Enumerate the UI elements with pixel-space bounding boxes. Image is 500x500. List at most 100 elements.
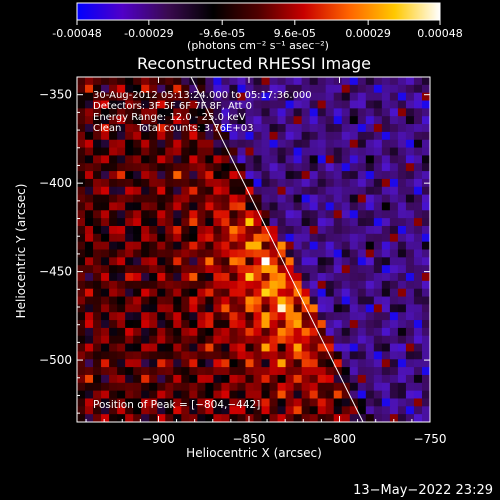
heatmap-cell	[405, 147, 415, 157]
heatmap-cell	[381, 273, 391, 282]
heatmap-cell	[293, 414, 303, 422]
heatmap-cell	[421, 398, 430, 407]
heatmap-cell	[181, 335, 190, 345]
heatmap-cell	[373, 155, 383, 164]
heatmap-cell	[205, 327, 214, 337]
heatmap-cell	[93, 131, 102, 141]
heatmap-cell	[389, 186, 399, 196]
heatmap-cell	[309, 108, 319, 117]
heatmap-cell	[77, 280, 86, 290]
heatmap-cell	[293, 367, 303, 376]
heatmap-cell	[205, 131, 214, 141]
heatmap-cell	[413, 320, 423, 329]
heatmap-cell	[93, 218, 102, 227]
heatmap-cell	[405, 77, 415, 86]
heatmap-cell	[389, 406, 399, 415]
heatmap-cell	[365, 131, 375, 141]
heatmap-cell	[77, 218, 86, 227]
heatmap-cell	[125, 390, 134, 400]
heatmap-cell	[333, 202, 343, 211]
heatmap-cell	[293, 92, 303, 102]
heatmap-cell	[109, 116, 118, 125]
heatmap-cell	[381, 210, 391, 219]
heatmap-cell	[149, 218, 158, 227]
heatmap-cell	[229, 304, 239, 313]
heatmap-cell	[117, 163, 126, 172]
heatmap-cell	[357, 280, 367, 290]
heatmap-cell	[413, 273, 423, 282]
heatmap-cell	[101, 280, 110, 290]
heatmap-cell	[293, 194, 303, 204]
heatmap-cell	[389, 257, 399, 266]
heatmap-cell	[357, 390, 367, 400]
heatmap-cell	[197, 116, 206, 125]
heatmap-cell	[141, 194, 150, 204]
heatmap-cell	[101, 124, 110, 133]
heatmap-cell	[397, 77, 407, 86]
heatmap-cell	[421, 367, 430, 376]
heatmap-cell	[309, 202, 319, 211]
heatmap-cell	[277, 233, 287, 243]
heatmap-cell	[173, 343, 182, 353]
heatmap-cell	[301, 92, 311, 102]
heatmap-cell	[125, 241, 134, 251]
heatmap-cell	[389, 359, 399, 368]
heatmap-cell	[237, 265, 247, 274]
heatmap-cell	[325, 390, 335, 400]
heatmap-cell	[205, 406, 214, 415]
heatmap-cell	[349, 280, 359, 290]
heatmap-cell	[173, 139, 182, 149]
heatmap-cell	[109, 414, 118, 422]
heatmap-cell	[285, 178, 295, 188]
heatmap-cell	[77, 241, 86, 251]
heatmap-cell	[173, 100, 182, 109]
heatmap-cell	[421, 343, 430, 353]
heatmap-cell	[317, 178, 327, 188]
heatmap-cell	[109, 84, 118, 94]
heatmap-cell	[125, 131, 134, 141]
heatmap-cell	[309, 178, 319, 188]
heatmap-cell	[101, 320, 110, 329]
heatmap-cell	[77, 312, 86, 321]
heatmap-cell	[301, 398, 311, 407]
heatmap-cell	[405, 249, 415, 258]
heatmap-cell	[317, 296, 327, 305]
heatmap-cell	[317, 249, 327, 258]
heatmap-cell	[85, 406, 94, 415]
heatmap-cell	[301, 202, 311, 211]
heatmap-cell	[253, 241, 263, 251]
heatmap-cell	[125, 374, 134, 384]
heatmap-cell	[133, 124, 142, 133]
heatmap-cell	[213, 398, 223, 407]
heatmap-cell	[101, 202, 110, 211]
heatmap-cell	[309, 367, 319, 376]
heatmap-cell	[245, 249, 255, 258]
heatmap-cell	[309, 100, 319, 109]
heatmap-cell	[165, 249, 174, 258]
heatmap-cell	[341, 147, 351, 157]
heatmap-cell	[253, 210, 263, 219]
heatmap-cell	[205, 171, 214, 180]
heatmap-cell	[413, 202, 423, 211]
heatmap-cell	[237, 343, 247, 353]
heatmap-cell	[85, 265, 94, 274]
heatmap-cell	[301, 351, 311, 360]
heatmap-cell	[357, 398, 367, 407]
heatmap-cell	[365, 320, 375, 329]
heatmap-cell	[365, 225, 375, 235]
heatmap-cell	[229, 178, 239, 188]
heatmap-cell	[285, 218, 295, 227]
heatmap-cell	[365, 77, 375, 86]
heatmap-cell	[253, 390, 263, 400]
heatmap-cell	[141, 257, 150, 266]
heatmap-cell	[405, 265, 415, 274]
heatmap-cell	[317, 77, 327, 86]
heatmap-cell	[157, 351, 166, 360]
heatmap-cell	[333, 171, 343, 180]
heatmap-cell	[101, 327, 110, 337]
heatmap-cell	[397, 343, 407, 353]
heatmap-cell	[157, 77, 166, 86]
axis-ticks: −900 −850 −800 −750−350−400−450−500	[39, 76, 446, 446]
heatmap-cell	[165, 414, 174, 422]
heatmap-cell	[341, 257, 351, 266]
